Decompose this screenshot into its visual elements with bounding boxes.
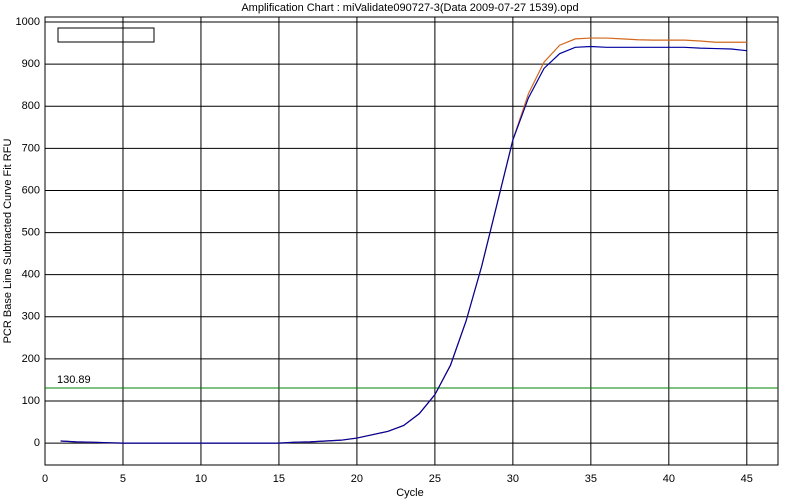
threshold-label: 130.89 (57, 374, 91, 386)
y-tick-label: 900 (22, 58, 40, 70)
y-tick-label: 400 (22, 269, 40, 281)
y-tick-label: 300 (22, 311, 40, 323)
x-axis-label: Cycle (396, 487, 424, 499)
y-tick-label: 1000 (16, 16, 40, 28)
x-tick-label: 45 (741, 473, 753, 485)
chart-title: Amplification Chart : miValidate090727-3… (241, 2, 578, 14)
y-axis-label: PCR Base Line Subtracted Curve Fit RFU (2, 139, 14, 344)
y-tick-label: 600 (22, 184, 40, 196)
x-tick-label: 35 (585, 473, 597, 485)
legend-box (57, 27, 155, 43)
y-tick-label: 0 (34, 437, 40, 449)
y-tick-label: 500 (22, 226, 40, 238)
y-tick-label: 700 (22, 142, 40, 154)
x-tick-label: 40 (663, 473, 675, 485)
y-tick-label: 100 (22, 395, 40, 407)
x-tick-label: 0 (42, 473, 48, 485)
y-tick-label: 800 (22, 100, 40, 112)
x-tick-label: 20 (351, 473, 363, 485)
x-tick-label: 30 (507, 473, 519, 485)
x-tick-label: 10 (195, 473, 207, 485)
x-tick-label: 5 (120, 473, 126, 485)
series-line (60, 45, 747, 444)
y-tick-label: 200 (22, 353, 40, 365)
plot-area (44, 16, 779, 466)
x-tick-label: 15 (273, 473, 285, 485)
x-tick-label: 25 (429, 473, 441, 485)
